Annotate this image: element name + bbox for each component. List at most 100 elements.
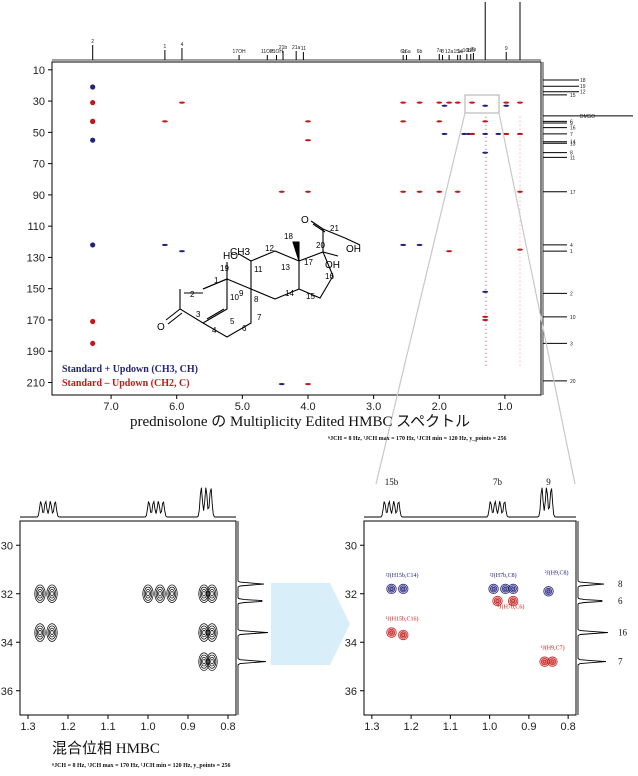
contour-peak: [145, 588, 151, 599]
red-cross-peak: [90, 118, 96, 125]
y-tick-label: 10: [33, 65, 45, 77]
contour-peak: [47, 586, 57, 601]
legend-blue: Standard + Updown (CH3, CH): [62, 364, 198, 375]
contour-peak: [202, 659, 206, 665]
contour-peak: [47, 625, 57, 640]
left-h-projection: [20, 487, 236, 518]
svg-text:6: 6: [242, 324, 247, 333]
contour-peak: [50, 629, 54, 636]
contour-peak: [210, 591, 214, 597]
y-tick-label: 32: [345, 589, 357, 601]
main-h-projection: [52, 2, 541, 61]
h-peak-label: 16a: [402, 49, 411, 55]
red-cross-peak: [278, 190, 285, 193]
contour-peak: [493, 597, 502, 605]
h-peak-label: 15a: [453, 49, 462, 55]
coupling-annotation: ²J(H7b,C8): [490, 572, 517, 579]
x-tick-label: 6.0: [169, 401, 184, 413]
main-x-ticks: 7.0 6.0 5.0 4.0 3.0 2.0 1.0: [103, 395, 513, 413]
svg-text:HO: HO: [223, 251, 238, 262]
red-cross-peak: [436, 120, 443, 123]
y-tick-label: 34: [1, 637, 13, 649]
red-cross-peak: [304, 120, 311, 123]
coupling-annotation: ²J(H9,C7): [541, 645, 565, 652]
contour-peak: [207, 654, 217, 669]
h-peak-label: 6a: [400, 49, 406, 55]
contour-peak: [209, 588, 215, 599]
h-peak-label: 11OH: [261, 49, 274, 55]
right-h-peak-labels: 15b 7b 9: [385, 477, 552, 487]
blue-cross-peak: [178, 250, 185, 253]
c-peak-label: 11: [570, 155, 575, 161]
contour-peak: [158, 591, 162, 597]
x-tick-label: 1.3: [364, 721, 379, 733]
x-tick-label: 3.0: [366, 401, 381, 413]
h-peak-label: 12a: [445, 49, 454, 55]
red-cross-peak: [161, 120, 168, 123]
svg-text:20: 20: [316, 241, 325, 250]
x-tick-label: 4.0: [300, 401, 315, 413]
contour-peak: [209, 656, 215, 667]
left-y-ticks: 30 32 34 36: [1, 540, 20, 698]
c-peak-label: 9: [570, 121, 573, 127]
blue-cross-peak: [503, 104, 510, 107]
contour-peak: [37, 588, 43, 599]
c-peak-label: 17: [570, 190, 576, 196]
right-plot-frame: [363, 520, 577, 716]
contour-peak: [146, 591, 150, 597]
coupling-annotation: ²J(H7b,C6): [497, 603, 524, 610]
y-tick-label: 36: [1, 686, 13, 698]
svg-text:15: 15: [306, 292, 315, 301]
c-peak-label: 7: [618, 657, 623, 667]
c-peak-label: 2: [570, 291, 573, 297]
contour-peak: [387, 628, 396, 637]
red-cross-peak: [516, 132, 523, 136]
svg-text:7: 7: [257, 313, 262, 322]
y-tick-label: 30: [345, 540, 357, 552]
contour-peak: [206, 584, 218, 603]
contour-peak: [495, 599, 500, 603]
h-peak-label: 7b: [493, 477, 503, 487]
contour-peak: [167, 586, 177, 601]
svg-text:18: 18: [284, 232, 293, 241]
c-peak-label: 6: [618, 596, 623, 606]
c-peak-label: 7: [570, 132, 573, 138]
y-tick-label: 210: [27, 377, 45, 389]
blue-cross-peak: [441, 132, 448, 136]
c-peak-label: 8: [570, 151, 573, 157]
svg-text:5: 5: [230, 317, 235, 326]
x-tick-label: 5.0: [235, 401, 250, 413]
y-tick-label: 150: [27, 284, 45, 296]
contour-peak: [35, 625, 45, 640]
svg-text:12: 12: [265, 244, 274, 253]
red-cross-peak: [416, 101, 423, 104]
contour-peak: [490, 585, 498, 593]
red-cross-peak: [90, 340, 96, 347]
blue-cross-peak: [90, 242, 96, 248]
zoom-guide-left: [375, 112, 466, 485]
structure-labels: 1 2 3 4 5 6 7 8 9 10 11 12 13 14 15 16 1…: [157, 215, 361, 335]
c-peak-label: 1: [570, 249, 573, 255]
contour-peak: [206, 623, 218, 642]
contour-peak: [207, 586, 217, 601]
contour-peak: [544, 587, 553, 595]
red-cross-peak: [400, 101, 407, 104]
red-cross-peak: [400, 120, 407, 123]
h-peak-label: 1: [164, 44, 167, 50]
svg-text:3: 3: [196, 310, 201, 319]
c-peak-label: 20: [570, 379, 576, 385]
contour-peak: [49, 627, 55, 638]
contour-peak: [491, 586, 496, 591]
contour-peak: [509, 597, 517, 605]
c-peak-label: 8: [618, 579, 623, 589]
contour-peak: [511, 586, 516, 591]
c-peak-label: 3: [570, 341, 573, 347]
svg-text:13: 13: [281, 263, 290, 272]
contour-peak: [210, 659, 214, 665]
red-cross-peak: [503, 101, 510, 104]
h-peak-label: 21OH: [270, 49, 283, 55]
x-tick-label: 1.2: [403, 721, 418, 733]
svg-text:1: 1: [214, 276, 219, 285]
contour-peak: [34, 584, 46, 603]
contour-peak: [34, 623, 46, 642]
